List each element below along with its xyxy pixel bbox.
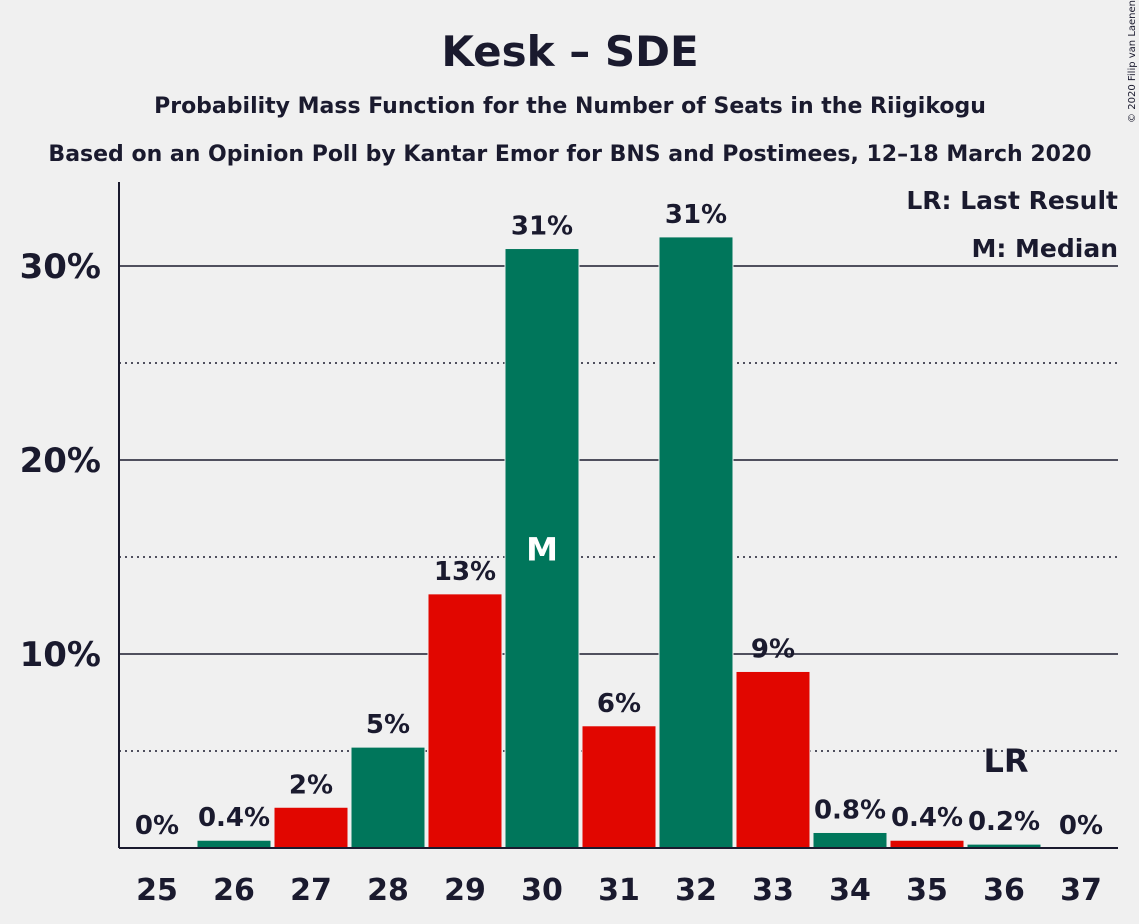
data-label: 0.8% bbox=[814, 795, 886, 825]
bar bbox=[581, 725, 657, 849]
x-tick-label: 33 bbox=[752, 873, 794, 908]
data-label: 0% bbox=[1059, 811, 1103, 841]
data-labels: 0% 25 0.4% 26 2% 27 5% 28 13% 29 31% 30 M 6% 31 31% 32 9%… bbox=[135, 200, 1103, 908]
x-tick-label: 28 bbox=[367, 873, 409, 908]
y-tick-label: 30% bbox=[20, 247, 101, 287]
data-label: 6% bbox=[597, 689, 641, 719]
bar bbox=[350, 746, 426, 849]
x-tick-label: 27 bbox=[290, 873, 332, 908]
bar bbox=[735, 670, 811, 849]
chart-title: Kesk – SDE bbox=[441, 27, 698, 76]
last-result-marker: LR bbox=[983, 742, 1028, 780]
data-label: 5% bbox=[366, 710, 410, 740]
data-label: 0% bbox=[135, 811, 179, 841]
legend-last-result: LR: Last Result bbox=[906, 186, 1118, 215]
data-label: 9% bbox=[751, 634, 795, 664]
bars bbox=[196, 236, 1042, 849]
legend-median: M: Median bbox=[971, 234, 1118, 263]
bar bbox=[196, 839, 272, 849]
data-label: 0.4% bbox=[198, 803, 270, 833]
y-tick-label: 10% bbox=[20, 635, 101, 675]
x-tick-label: 25 bbox=[136, 873, 178, 908]
x-tick-label: 35 bbox=[906, 873, 948, 908]
bar bbox=[427, 593, 503, 849]
bar bbox=[658, 236, 734, 849]
bar bbox=[812, 831, 888, 849]
axes bbox=[118, 182, 1118, 849]
x-tick-label: 30 bbox=[521, 873, 563, 908]
bar bbox=[273, 806, 349, 849]
chart-subtitle-source: Based on an Opinion Poll by Kantar Emor … bbox=[48, 142, 1091, 167]
x-tick-label: 37 bbox=[1060, 873, 1102, 908]
median-marker: M bbox=[526, 530, 558, 568]
x-tick-label: 36 bbox=[983, 873, 1025, 908]
copyright-note: © 2020 Filip van Laenen bbox=[1127, 0, 1138, 123]
chart-subtitle: Probability Mass Function for the Number… bbox=[154, 94, 986, 119]
x-tick-label: 29 bbox=[444, 873, 486, 908]
data-label: 31% bbox=[665, 200, 727, 230]
x-tick-label: 34 bbox=[829, 873, 871, 908]
data-label: 2% bbox=[289, 770, 333, 800]
data-label: 13% bbox=[434, 557, 496, 587]
data-label: 0.2% bbox=[968, 807, 1040, 837]
bar bbox=[889, 839, 965, 849]
x-tick-label: 31 bbox=[598, 873, 640, 908]
data-label: 0.4% bbox=[891, 803, 963, 833]
bar bbox=[504, 248, 580, 849]
x-tick-label: 26 bbox=[213, 873, 255, 908]
x-tick-label: 32 bbox=[675, 873, 717, 908]
gridlines: 10% 20% 30% bbox=[20, 247, 1118, 752]
y-tick-label: 20% bbox=[20, 441, 101, 481]
data-label: 31% bbox=[511, 212, 573, 242]
